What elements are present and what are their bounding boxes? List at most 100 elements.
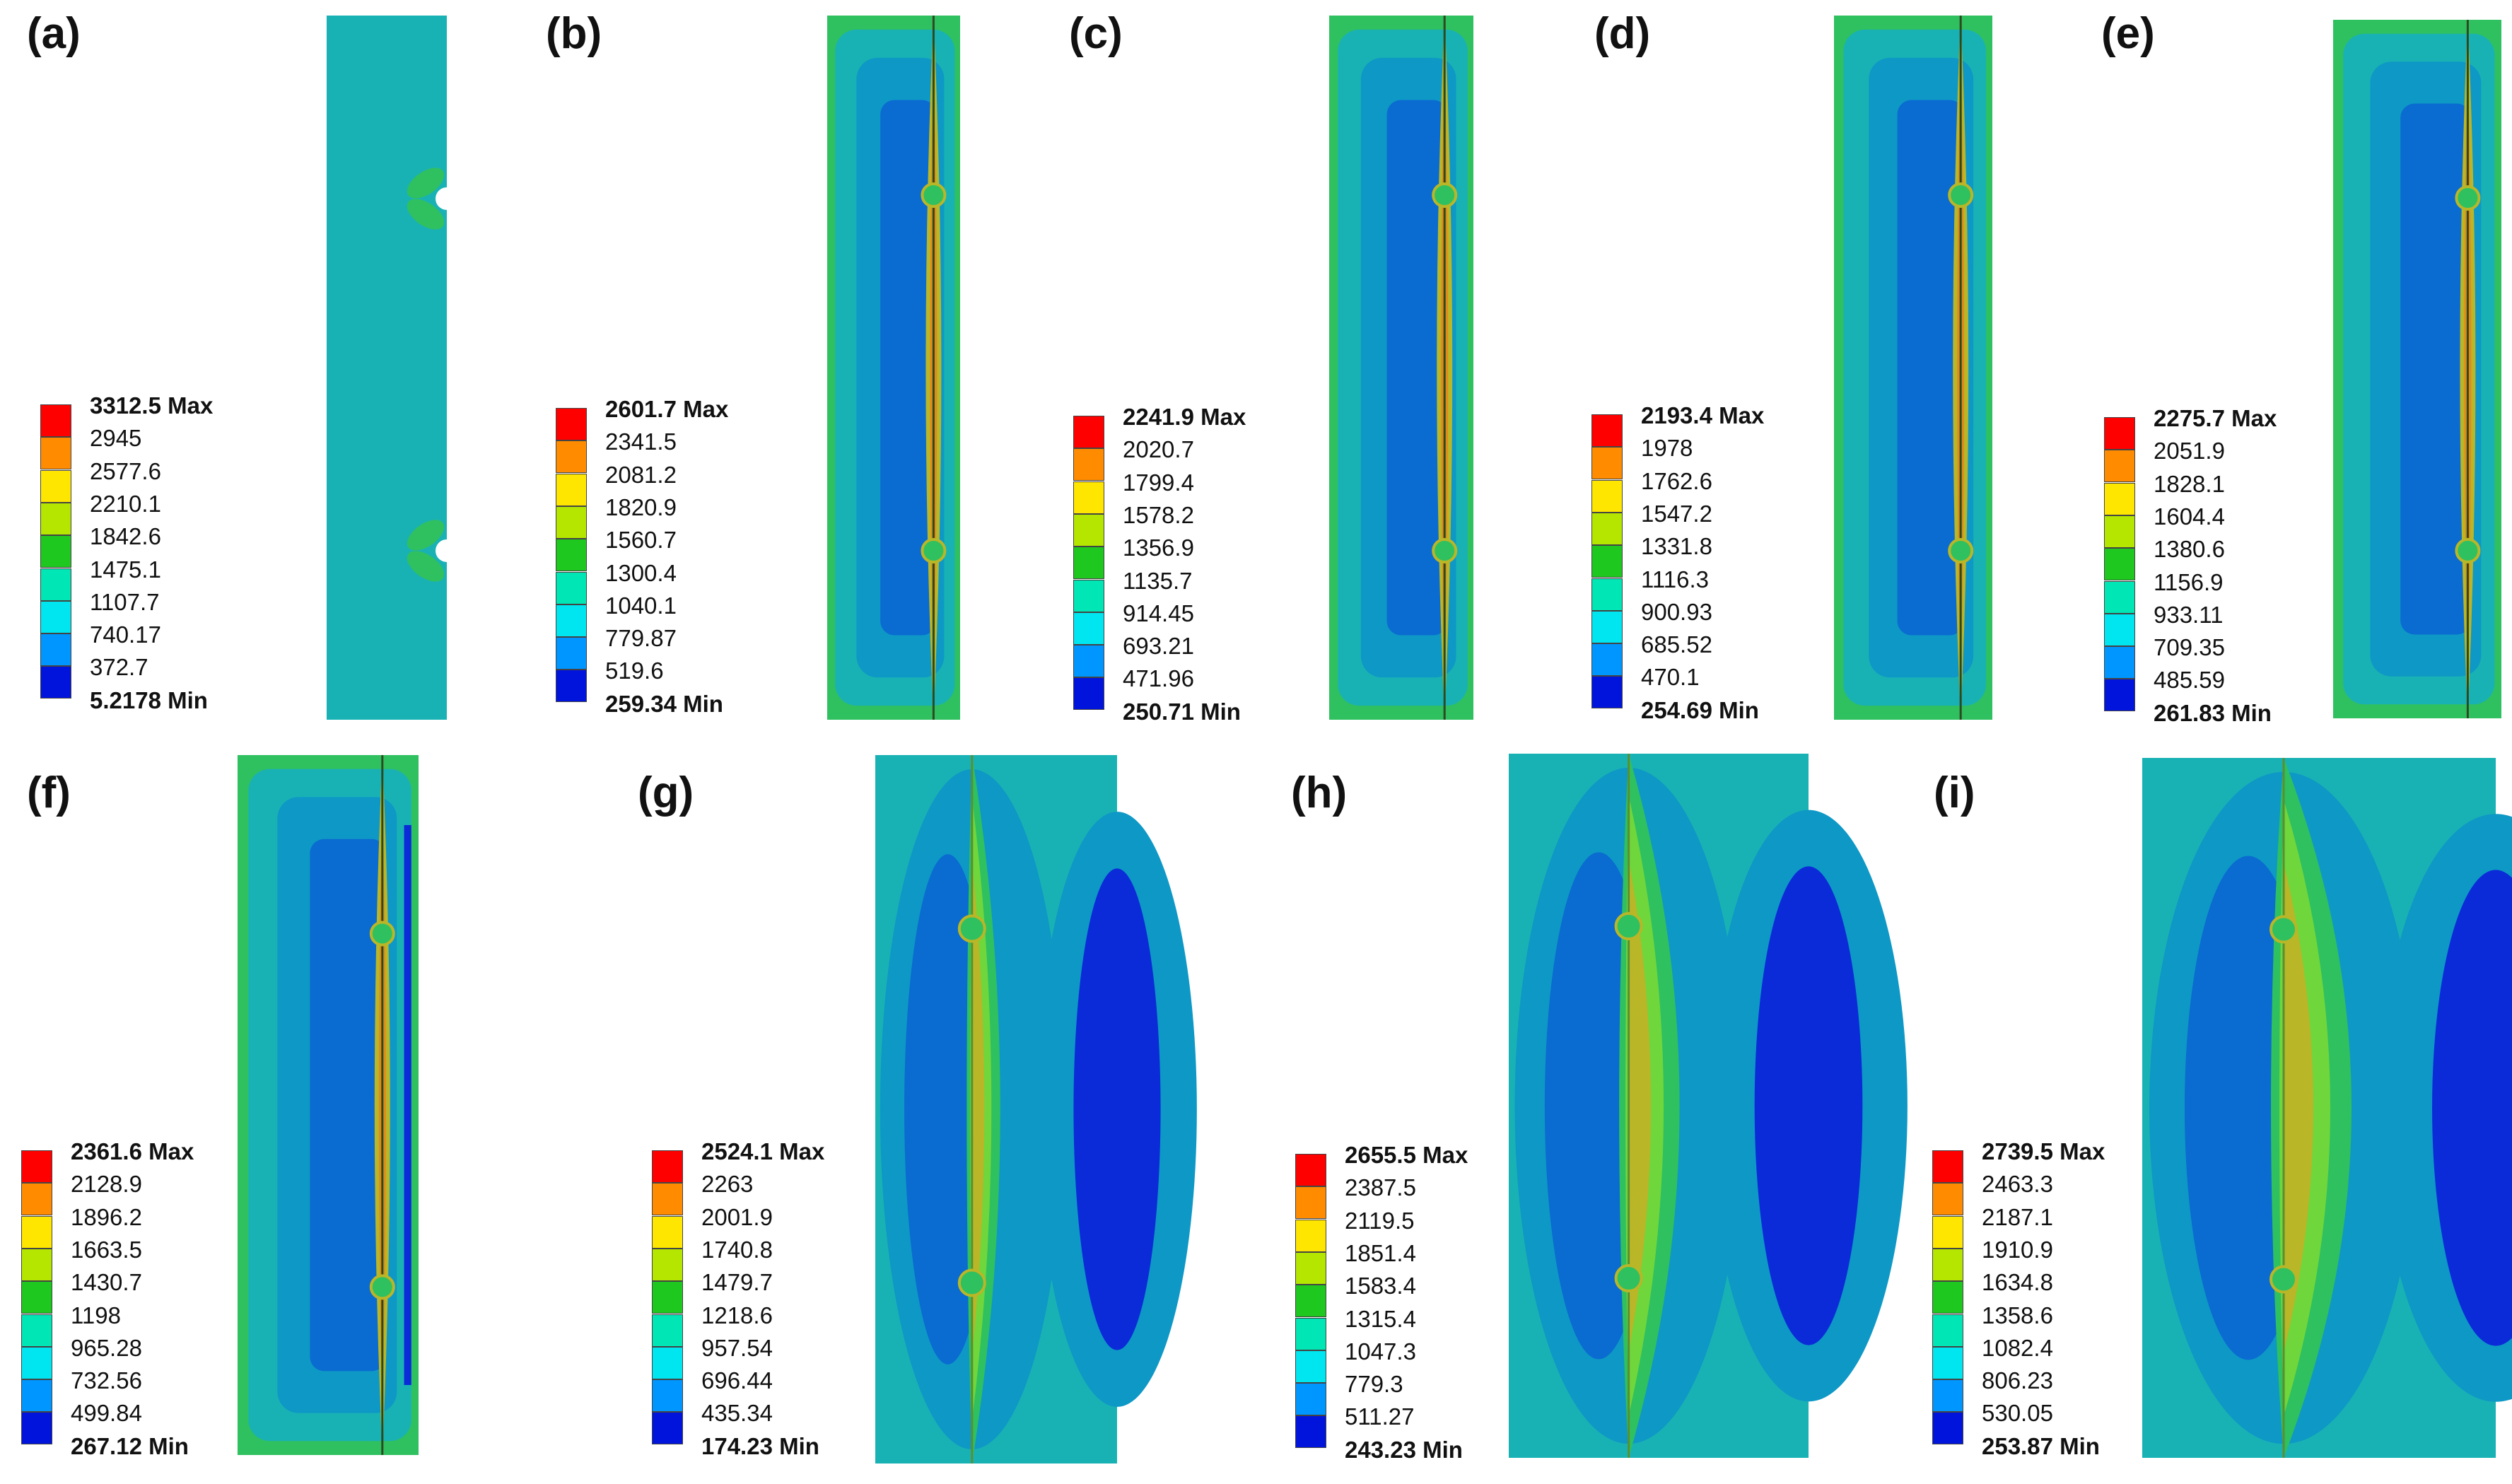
legend-swatch	[40, 633, 71, 667]
contour-band	[404, 825, 411, 1385]
notch-marker	[369, 921, 395, 947]
legend-swatch	[21, 1183, 52, 1216]
legend-swatch	[652, 1314, 683, 1347]
legend-level-label: 957.54	[701, 1334, 773, 1361]
legend-swatch	[556, 408, 587, 440]
legend-swatch	[1073, 547, 1104, 580]
notch-marker	[2269, 1265, 2298, 1294]
legend-swatch	[1295, 1415, 1326, 1449]
legend-swatch	[1073, 612, 1104, 645]
contour-band	[1386, 100, 1448, 636]
legend-swatch	[40, 666, 71, 699]
legend-swatch	[1591, 479, 1623, 513]
legend-level-label: 2128.9	[71, 1171, 142, 1198]
legend-swatch	[1591, 643, 1623, 677]
legend-level-label: 1762.6	[1641, 467, 1712, 494]
legend-level-label: 900.93	[1641, 598, 1712, 625]
legend-swatch	[21, 1314, 52, 1347]
legend-level-label: 485.59	[2154, 667, 2225, 694]
legend-swatch	[1073, 513, 1104, 547]
legend-level-label: 2463.3	[1982, 1171, 2053, 1198]
legend-level-label: 779.87	[605, 625, 677, 652]
weld-peak	[1628, 859, 1652, 1352]
stress-contour-plot	[1329, 16, 1473, 720]
legend-swatch	[1073, 579, 1104, 612]
stress-contour-plot	[827, 16, 960, 720]
legend-swatch	[556, 440, 587, 474]
legend-swatch	[2104, 646, 2135, 679]
contour-band	[1754, 866, 1863, 1345]
legend-swatch	[1591, 676, 1623, 709]
contour-band	[2432, 870, 2512, 1346]
legend-max-label: 2275.7 Max	[2154, 405, 2277, 431]
legend-swatch	[652, 1379, 683, 1413]
stress-lobe	[407, 199, 445, 230]
legend-swatch	[2104, 548, 2135, 581]
legend-level-label: 1430.7	[71, 1269, 142, 1296]
legend-level-label: 2051.9	[2154, 438, 2225, 465]
legend-swatch	[1073, 448, 1104, 481]
stress-contour-plot	[875, 755, 1197, 1463]
legend-swatch	[2104, 580, 2135, 614]
legend-swatch	[556, 473, 587, 506]
legend-swatch	[1073, 645, 1104, 678]
legend-level-label: 1040.1	[605, 592, 677, 619]
notch-marker	[369, 1274, 395, 1300]
legend-swatch	[1932, 1215, 1963, 1249]
legend-swatch	[40, 469, 71, 503]
legend-swatch	[652, 1281, 683, 1314]
legend-swatch	[21, 1215, 52, 1249]
legend-swatch	[1932, 1150, 1963, 1183]
legend-level-label: 1156.9	[2154, 568, 2224, 595]
legend-level-label: 1799.4	[1123, 469, 1194, 496]
legend-level-label: 1896.2	[71, 1203, 142, 1230]
legend-level-label: 1300.4	[605, 559, 677, 586]
legend-swatch	[1932, 1412, 1963, 1445]
stress-contour-plot	[2333, 20, 2501, 718]
legend-swatch	[40, 437, 71, 470]
legend-swatch	[40, 600, 71, 633]
legend-min-label: 174.23 Min	[701, 1432, 819, 1459]
notch-hole	[436, 187, 458, 210]
legend-swatch	[21, 1150, 52, 1183]
legend-level-label: 1740.8	[701, 1236, 773, 1263]
legend-swatch	[1932, 1379, 1963, 1413]
legend-swatch	[1295, 1350, 1326, 1383]
legend-swatch	[2104, 482, 2135, 515]
legend-swatch	[1295, 1317, 1326, 1350]
legend-swatch	[556, 604, 587, 637]
legend-max-label: 2241.9 Max	[1123, 404, 1246, 430]
legend-level-label: 709.35	[2154, 634, 2225, 661]
legend-swatch	[556, 670, 587, 703]
notch-marker	[921, 182, 947, 208]
legend-level-label: 1663.5	[71, 1236, 142, 1263]
legend-level-label: 1978	[1641, 435, 1693, 462]
legend-level-label: 1116.3	[1641, 566, 1710, 592]
legend-swatch	[652, 1346, 683, 1379]
legend-min-label: 254.69 Min	[1641, 696, 1759, 723]
legend-level-label: 372.7	[90, 654, 148, 681]
stress-contour-plot	[327, 16, 458, 720]
legend-level-label: 1315.4	[1345, 1305, 1416, 1332]
legend-swatch	[40, 535, 71, 568]
legend-level-label: 1082.4	[1982, 1334, 2053, 1361]
legend-level-label: 1578.2	[1123, 501, 1194, 528]
contour-band	[2400, 103, 2472, 635]
legend-level-label: 1135.7	[1123, 567, 1193, 594]
panel-label: (d)	[1594, 9, 1651, 58]
legend-min-label: 259.34 Min	[605, 690, 723, 717]
panel-label: (b)	[546, 9, 602, 58]
legend-swatch	[1591, 610, 1623, 643]
legend-swatch	[1932, 1281, 1963, 1314]
panel-label: (h)	[1291, 769, 1348, 817]
legend-level-label: 435.34	[701, 1400, 773, 1427]
contour-band	[880, 100, 937, 636]
notch-marker	[921, 537, 947, 563]
legend-level-label: 2119.5	[1345, 1207, 1415, 1234]
panel-label: (c)	[1069, 9, 1123, 58]
legend-level-label: 779.3	[1345, 1371, 1403, 1398]
legend-level-label: 1910.9	[1982, 1236, 2053, 1263]
contour-band	[1897, 100, 1964, 636]
notch-marker	[1432, 537, 1458, 563]
legend-swatch	[40, 502, 71, 535]
